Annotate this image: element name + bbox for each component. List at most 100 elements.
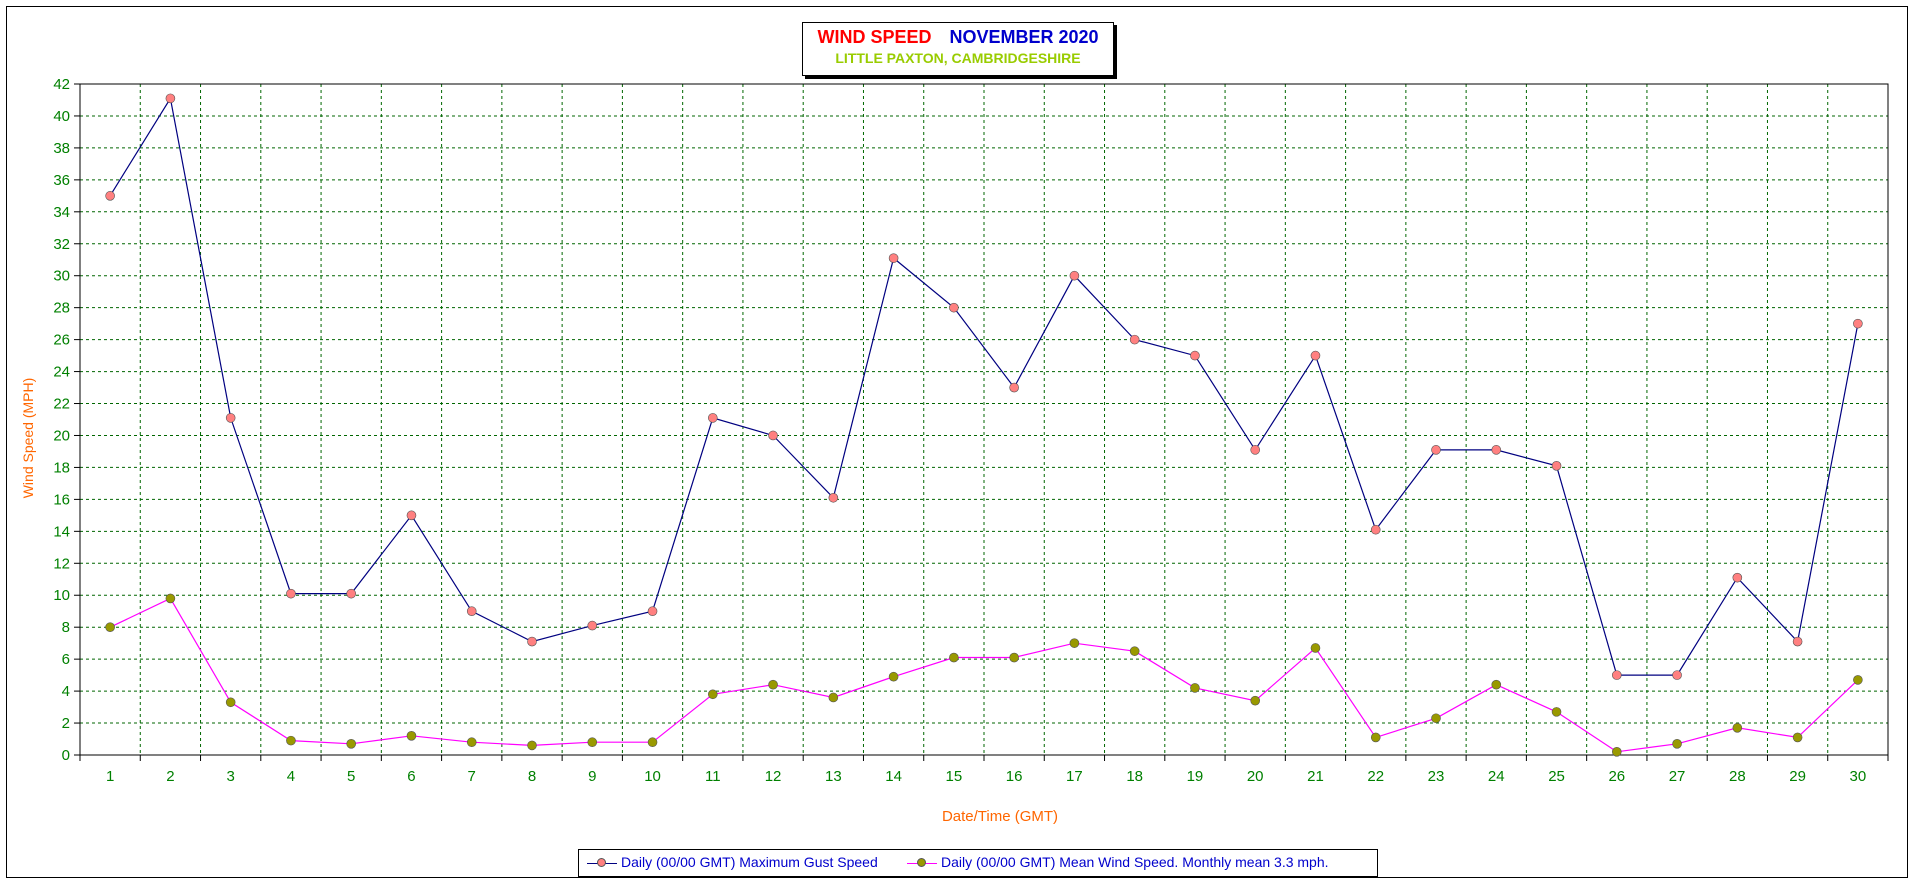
y-axis-label: Wind Speed (MPH) xyxy=(20,378,36,499)
data-point xyxy=(768,430,778,441)
y-tick-label: 26 xyxy=(53,332,70,349)
data-point xyxy=(888,253,899,263)
y-tick-label: 6 xyxy=(62,651,70,668)
y-tick-label: 32 xyxy=(53,236,70,253)
x-tick-label: 3 xyxy=(226,768,234,785)
data-point xyxy=(587,737,598,748)
data-point xyxy=(406,731,417,741)
x-tick-label: 12 xyxy=(765,768,782,785)
x-tick-label: 17 xyxy=(1066,768,1083,785)
data-point xyxy=(888,671,899,682)
data-point xyxy=(1792,636,1803,647)
data-point xyxy=(1792,732,1803,743)
data-point xyxy=(949,652,959,663)
data-point xyxy=(647,606,658,617)
data-point xyxy=(1310,643,1321,653)
data-point xyxy=(1009,652,1019,663)
data-point xyxy=(225,413,236,423)
x-tick-label: 19 xyxy=(1187,768,1204,785)
data-point xyxy=(527,636,537,647)
data-point xyxy=(225,697,236,708)
data-point xyxy=(587,620,598,631)
y-tick-label: 12 xyxy=(53,555,70,572)
data-point xyxy=(1370,732,1381,743)
y-tick-label: 4 xyxy=(62,683,70,700)
data-point xyxy=(1129,646,1140,656)
y-tick-label: 14 xyxy=(53,523,70,540)
y-tick-label: 18 xyxy=(53,459,70,476)
y-tick-label: 38 xyxy=(53,140,70,157)
chart-frame xyxy=(6,6,1908,878)
data-point xyxy=(105,622,115,632)
x-tick-label: 16 xyxy=(1006,768,1023,785)
x-tick-label: 8 xyxy=(528,768,536,785)
legend-item-mean: Daily (00/00 GMT) Mean Wind Speed. Month… xyxy=(907,854,1329,870)
data-point xyxy=(527,740,537,751)
data-point xyxy=(1431,713,1441,724)
data-point xyxy=(828,692,839,703)
data-point xyxy=(1551,707,1562,717)
data-point xyxy=(286,735,296,746)
data-point xyxy=(1612,670,1622,680)
y-tick-label: 2 xyxy=(62,715,70,732)
x-tick-label: 21 xyxy=(1307,768,1324,785)
data-point xyxy=(1551,461,1562,471)
data-point xyxy=(105,191,115,201)
x-tick-label: 25 xyxy=(1548,768,1565,785)
label-layer: 0246810121416182022242628303234363840421… xyxy=(53,76,1866,785)
data-point xyxy=(707,413,718,423)
x-tick-label: 28 xyxy=(1729,768,1746,785)
y-tick-label: 42 xyxy=(53,76,70,93)
data-point xyxy=(286,588,296,599)
series-line-0 xyxy=(109,96,1859,676)
y-tick-label: 34 xyxy=(53,204,70,221)
x-tick-label: 4 xyxy=(287,768,295,785)
y-tick-label: 20 xyxy=(53,427,70,444)
data-point xyxy=(828,492,839,503)
x-tick-label: 11 xyxy=(705,768,721,785)
y-tick-label: 10 xyxy=(53,587,70,604)
x-tick-label: 30 xyxy=(1850,768,1867,785)
data-point xyxy=(707,689,718,700)
x-tick-label: 1 xyxy=(106,768,114,785)
data-point xyxy=(1491,445,1502,455)
data-point xyxy=(1250,695,1260,706)
y-tick-label: 24 xyxy=(53,364,70,381)
x-tick-label: 7 xyxy=(468,768,476,785)
x-tick-label: 6 xyxy=(407,768,415,785)
data-point xyxy=(768,679,778,690)
data-point xyxy=(647,737,658,748)
data-point xyxy=(1431,445,1441,455)
x-tick-label: 2 xyxy=(166,768,174,785)
data-point xyxy=(1732,723,1743,733)
x-tick-label: 14 xyxy=(885,768,902,785)
y-tick-label: 22 xyxy=(53,396,70,413)
chart-title: WIND SPEED xyxy=(817,27,932,47)
data-point xyxy=(1853,318,1863,329)
data-point xyxy=(949,302,959,313)
y-tick-label: 30 xyxy=(53,268,70,285)
x-tick-label: 20 xyxy=(1247,768,1264,785)
chart-title-month: NOVEMBER 2020 xyxy=(949,27,1099,47)
chart-title-box: WIND SPEED NOVEMBER 2020 LITTLE PAXTON, C… xyxy=(802,22,1114,76)
x-tick-label: 18 xyxy=(1126,768,1143,785)
data-point xyxy=(466,606,477,617)
x-tick-label: 23 xyxy=(1428,768,1445,785)
y-tick-label: 36 xyxy=(53,172,70,189)
data-point xyxy=(1672,670,1682,680)
data-point xyxy=(1190,350,1200,361)
series-line-1 xyxy=(109,597,1859,753)
legend-label-mean: Daily (00/00 GMT) Mean Wind Speed. Month… xyxy=(941,854,1329,870)
data-point xyxy=(1612,747,1622,757)
data-point xyxy=(346,588,357,599)
data-point xyxy=(1370,524,1381,535)
legend-marker-gust xyxy=(587,856,617,870)
y-tick-label: 8 xyxy=(62,619,70,636)
data-point xyxy=(1310,350,1321,361)
grid-layer xyxy=(80,84,1888,755)
axis-layer xyxy=(74,83,1889,761)
chart-subtitle: LITTLE PAXTON, CAMBRIDGESHIRE xyxy=(835,50,1081,66)
x-tick-label: 10 xyxy=(644,768,661,785)
x-tick-label: 22 xyxy=(1367,768,1384,785)
